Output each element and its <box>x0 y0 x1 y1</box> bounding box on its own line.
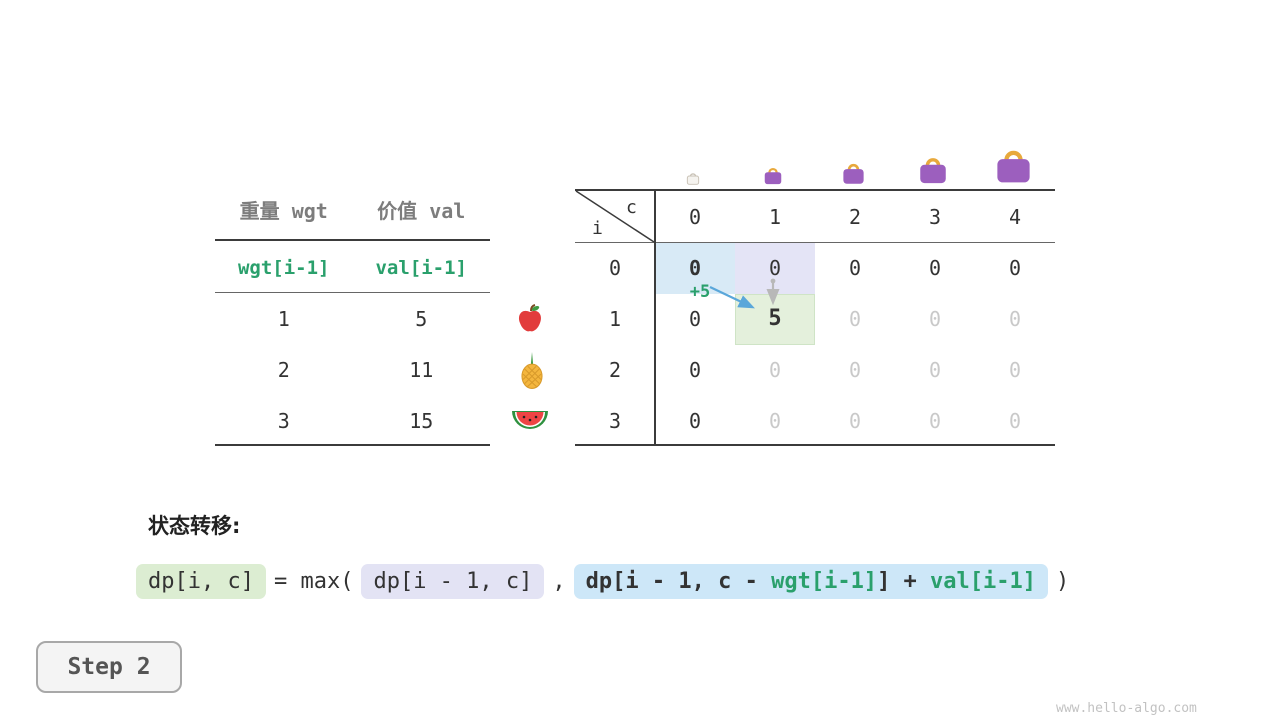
transition-annotation: +5 <box>689 282 711 302</box>
wgt-index-label: wgt[i-1] <box>237 257 330 279</box>
left-table-rule-mid <box>215 292 490 293</box>
weight-header: 重量 wgt <box>239 199 328 223</box>
pineapple-icon <box>515 352 549 394</box>
formula-take-mid: ] + <box>877 568 931 594</box>
row-header-0: 0 <box>608 256 622 280</box>
item-3-value: 15 <box>409 409 434 433</box>
row-header-2: 2 <box>608 358 622 382</box>
col-header-0: 0 <box>688 205 702 229</box>
dp-cell-i1-c4: 0 <box>1008 307 1022 331</box>
formula-option-skip: dp[i - 1, c] <box>361 563 545 599</box>
dp-cell-i2-c2: 0 <box>848 358 862 382</box>
dp-cell-i3-c2: 0 <box>848 409 862 433</box>
dp-cell-i0-c2: 0 <box>848 256 862 280</box>
dp-cell-i2-c1: 0 <box>768 358 782 382</box>
item-2-value: 11 <box>409 358 434 382</box>
dp-table-rule-top <box>575 189 1055 191</box>
item-row-2: 2 11 <box>215 354 490 386</box>
formula-comma: , <box>552 568 566 594</box>
dp-cell-i1-c0: 0 <box>688 307 702 331</box>
corner-diagonal-line <box>575 190 655 243</box>
dp-cell-i2-c4: 0 <box>1008 358 1022 382</box>
bag-icon-c2 <box>840 159 867 190</box>
dp-cell-i3-c1: 0 <box>768 409 782 433</box>
bag-icon-c3 <box>916 152 950 190</box>
dp-cell-i1-c2: 0 <box>848 307 862 331</box>
dp-cell-i3-c4: 0 <box>1008 409 1022 433</box>
dp-cell-i3-c3: 0 <box>928 409 942 433</box>
item-3-weight: 3 <box>277 409 290 433</box>
corner-row-var: i <box>592 218 603 239</box>
row-header-1: 1 <box>608 307 622 331</box>
row-header-3: 3 <box>608 409 622 433</box>
highlight-cell-i0-c1 <box>735 243 815 294</box>
step-badge: Step 2 <box>36 641 182 693</box>
index-row: wgt[i-1] val[i-1] <box>215 252 490 284</box>
formula-equals-max: = max( <box>273 568 354 594</box>
col-header-2: 2 <box>848 205 862 229</box>
value-header: 价值 val <box>377 199 466 223</box>
dp-table-rule-header <box>575 242 1055 243</box>
val-index-label: val[i-1] <box>375 257 467 279</box>
formula-lhs: dp[i, c] <box>136 563 266 599</box>
formula-take-prefix: dp[i - 1, c - <box>585 568 772 594</box>
formula-wgt-term: wgt[i-1] <box>771 568 878 594</box>
dp-cell-i0-c1: 0 <box>768 256 782 280</box>
item-2-weight: 2 <box>277 358 290 382</box>
col-header-4: 4 <box>1008 205 1022 229</box>
item-row-3: 3 15 <box>215 405 490 437</box>
item-1-value: 5 <box>415 307 428 331</box>
left-table-rule-top <box>215 239 490 241</box>
left-table-rule-bottom <box>215 444 490 446</box>
apple-icon <box>514 302 546 338</box>
bag-icon-c1 <box>762 164 784 190</box>
formula-option-take: dp[i - 1, c - wgt[i-1]] + val[i-1] <box>573 563 1049 599</box>
highlight-cell-i0-c0 <box>655 243 735 294</box>
formula-val-term: val[i-1] <box>930 568 1037 594</box>
bag-icon-c0 <box>685 170 701 190</box>
dp-cell-i0-c4: 0 <box>1008 256 1022 280</box>
weight-value-table-header: 重量 wgt 价值 val <box>215 195 490 227</box>
dp-cell-i0-c0: 0 <box>688 256 702 280</box>
bag-icon-c4 <box>992 143 1035 190</box>
dp-table-rule-bottom <box>575 444 1055 446</box>
col-header-3: 3 <box>928 205 942 229</box>
dp-cell-i3-c0: 0 <box>688 409 702 433</box>
dp-cell-i2-c0: 0 <box>688 358 702 382</box>
watermelon-icon <box>511 409 549 435</box>
col-header-1: 1 <box>768 205 782 229</box>
state-transition-formula: dp[i, c] = max( dp[i - 1, c] , dp[i - 1,… <box>136 559 1077 603</box>
dp-cell-i0-c3: 0 <box>928 256 942 280</box>
corner-col-var: c <box>626 197 637 218</box>
dp-cell-i1-c3: 0 <box>928 307 942 331</box>
dp-table-rule-vertical <box>654 189 656 446</box>
item-1-weight: 1 <box>277 307 290 331</box>
dp-cell-i1-c1: 5 <box>768 306 782 331</box>
dp-cell-i2-c3: 0 <box>928 358 942 382</box>
state-transition-label: 状态转移: <box>148 514 241 538</box>
watermark: www.hello-algo.com <box>1056 701 1197 716</box>
item-row-1: 1 5 <box>215 303 490 335</box>
formula-close-paren: ) <box>1056 568 1070 594</box>
